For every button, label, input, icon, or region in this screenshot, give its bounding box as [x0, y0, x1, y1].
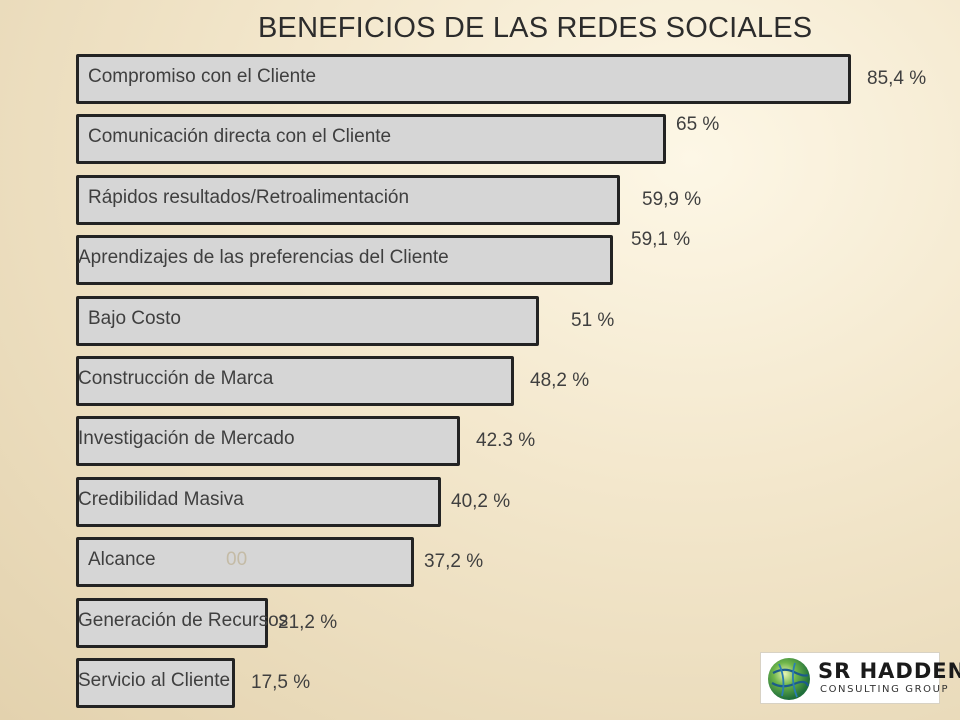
bar: [76, 537, 414, 588]
bar-label: Compromiso con el Cliente: [88, 66, 317, 87]
bar-label: Comunicación directa con el Cliente: [88, 126, 392, 148]
bar-label: Rápidos resultados/Retroalimentación: [88, 186, 410, 208]
value-label: 21,2 %: [278, 611, 338, 633]
bar-label: Generación de Recursos: [78, 609, 289, 631]
sr-hadden-logo: SR HADDEN CONSULTING GROUP: [760, 652, 960, 704]
bar: [76, 54, 851, 104]
bar-label: Servicio al Cliente: [78, 670, 231, 691]
value-label: 85,4 %: [867, 68, 927, 89]
bar-label: Construcción de Marca: [78, 368, 274, 389]
globe-icon: [768, 658, 810, 700]
logo-name: SR HADDEN: [818, 659, 960, 683]
value-label: 40,2 %: [451, 490, 511, 512]
bar: [76, 235, 613, 286]
value-label: 37,2 %: [424, 551, 484, 573]
bar: [76, 476, 441, 527]
bar: [76, 658, 235, 708]
bar: [76, 114, 666, 165]
logo-subtitle: CONSULTING GROUP: [820, 684, 950, 695]
bar-label: Investigación de Mercado: [78, 428, 295, 450]
ghost-text: 00: [226, 549, 248, 571]
chart-title: BENEFICIOS DE LAS REDES SOCIALES: [258, 12, 813, 44]
bar-label: Credibilidad Masiva: [78, 488, 244, 510]
bar: [76, 597, 268, 648]
value-label: 17,5 %: [251, 672, 311, 693]
bar-label: Bajo Costo: [88, 307, 181, 329]
bar-label: Aprendizajes de las preferencias del Cli…: [78, 247, 449, 269]
value-label: 59,9 %: [642, 188, 702, 210]
bar: [76, 174, 620, 225]
value-label: 65 %: [676, 114, 720, 136]
value-label: 48,2 %: [530, 370, 590, 391]
bar-label: Alcance: [88, 549, 156, 571]
value-label: 59,1 %: [631, 229, 691, 251]
bar: [76, 356, 514, 406]
value-label: 42.3 %: [476, 430, 536, 452]
bar: [76, 295, 539, 346]
bar: [76, 416, 460, 467]
value-label: 51 %: [571, 309, 615, 331]
